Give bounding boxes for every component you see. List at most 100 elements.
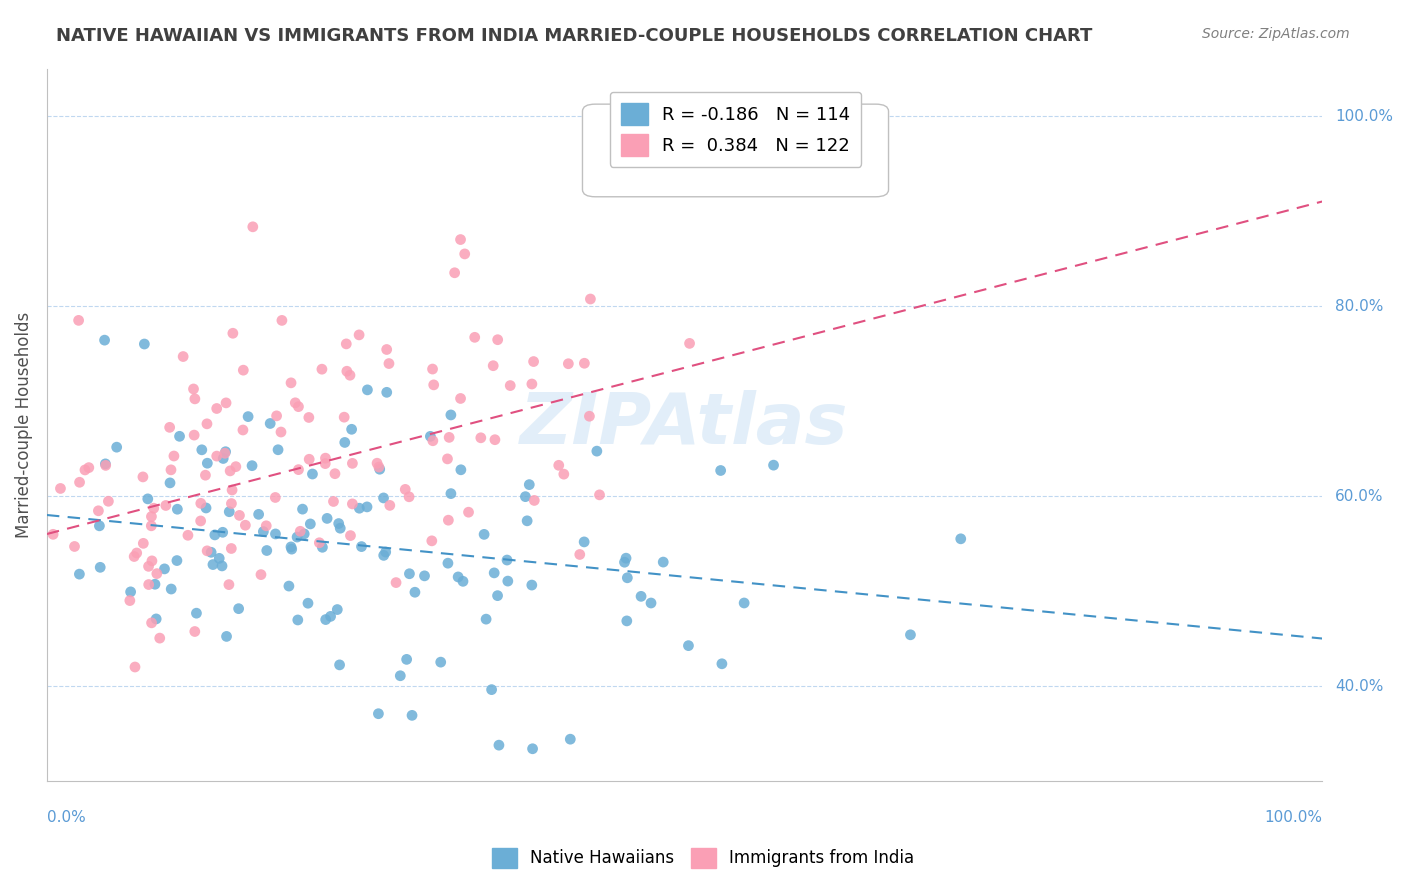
Point (190, 514, 212, 528)
Point (252, 524, 274, 539)
Point (242, 219, 264, 234)
Point (482, 566, 505, 580)
Point (516, 514, 538, 528)
Point (574, 356, 596, 370)
Point (232, 423, 254, 437)
Point (470, 431, 492, 445)
Point (710, 463, 733, 477)
Point (515, 490, 537, 504)
Point (499, 378, 522, 392)
Point (517, 477, 540, 491)
Text: Source: ZipAtlas.com: Source: ZipAtlas.com (1202, 27, 1350, 41)
Point (437, 430, 460, 444)
Point (200, 545, 222, 559)
Point (94, 458, 117, 473)
Point (166, 553, 188, 567)
Point (429, 655, 451, 669)
Point (77, 460, 100, 475)
Text: 40.0%: 40.0% (1334, 679, 1384, 693)
Point (277, 579, 299, 593)
Point (221, 483, 243, 497)
Point (172, 350, 194, 364)
Point (308, 535, 330, 549)
Point (356, 500, 378, 514)
Point (301, 467, 323, 481)
Point (299, 516, 322, 531)
Point (520, 376, 543, 391)
Point (588, 488, 610, 502)
Point (42, 527, 65, 541)
Point (678, 336, 700, 351)
Point (254, 518, 277, 533)
Point (486, 333, 509, 347)
Point (256, 543, 278, 558)
Point (356, 383, 378, 397)
Point (368, 462, 391, 476)
Point (235, 518, 257, 533)
Point (315, 613, 337, 627)
Point (297, 596, 319, 610)
Point (134, 337, 156, 351)
Point (579, 292, 602, 306)
Point (63, 540, 86, 554)
Point (264, 491, 287, 505)
Point (367, 460, 389, 475)
Text: 100.0%: 100.0% (1264, 810, 1322, 824)
Point (437, 556, 460, 570)
Point (153, 562, 176, 576)
Text: 0.0%: 0.0% (46, 810, 86, 824)
Point (214, 446, 236, 460)
Point (326, 602, 349, 616)
Point (163, 449, 186, 463)
Point (215, 396, 238, 410)
Point (443, 266, 465, 280)
Point (385, 575, 408, 590)
Point (652, 555, 675, 569)
Point (568, 548, 591, 562)
Point (194, 468, 217, 483)
Point (159, 420, 181, 434)
Point (450, 392, 472, 406)
Point (222, 326, 245, 341)
Point (290, 524, 312, 539)
Point (339, 368, 361, 383)
FancyBboxPatch shape (582, 104, 889, 197)
Point (225, 459, 247, 474)
Point (219, 464, 242, 478)
Point (205, 449, 228, 463)
Point (118, 593, 141, 607)
Point (314, 451, 336, 466)
Point (215, 629, 238, 643)
Point (159, 475, 181, 490)
Point (136, 491, 159, 506)
Point (89, 560, 111, 574)
Point (450, 233, 472, 247)
Point (398, 566, 420, 581)
Point (73, 463, 96, 477)
Legend: R = -0.186   N = 114, R =  0.384   N = 122: R = -0.186 N = 114, R = 0.384 N = 122 (610, 92, 860, 167)
Point (287, 400, 309, 414)
Point (247, 508, 270, 522)
Point (323, 467, 346, 481)
Point (440, 408, 463, 422)
Point (613, 555, 636, 569)
Point (900, 628, 922, 642)
Point (640, 596, 662, 610)
Point (195, 500, 218, 515)
Point (132, 470, 155, 484)
Y-axis label: Married-couple Households: Married-couple Households (15, 311, 32, 538)
Point (389, 669, 412, 683)
Point (184, 624, 207, 639)
Point (547, 458, 569, 473)
Point (578, 409, 600, 424)
Point (93, 333, 115, 347)
Point (328, 516, 350, 531)
Point (349, 501, 371, 516)
Point (138, 577, 160, 591)
Point (678, 639, 700, 653)
Point (195, 417, 218, 431)
Point (733, 596, 755, 610)
Point (267, 442, 290, 457)
Text: NATIVE HAWAIIAN VS IMMIGRANTS FROM INDIA MARRIED-COUPLE HOUSEHOLDS CORRELATION C: NATIVE HAWAIIAN VS IMMIGRANTS FROM INDIA… (56, 27, 1092, 45)
Point (367, 706, 389, 721)
